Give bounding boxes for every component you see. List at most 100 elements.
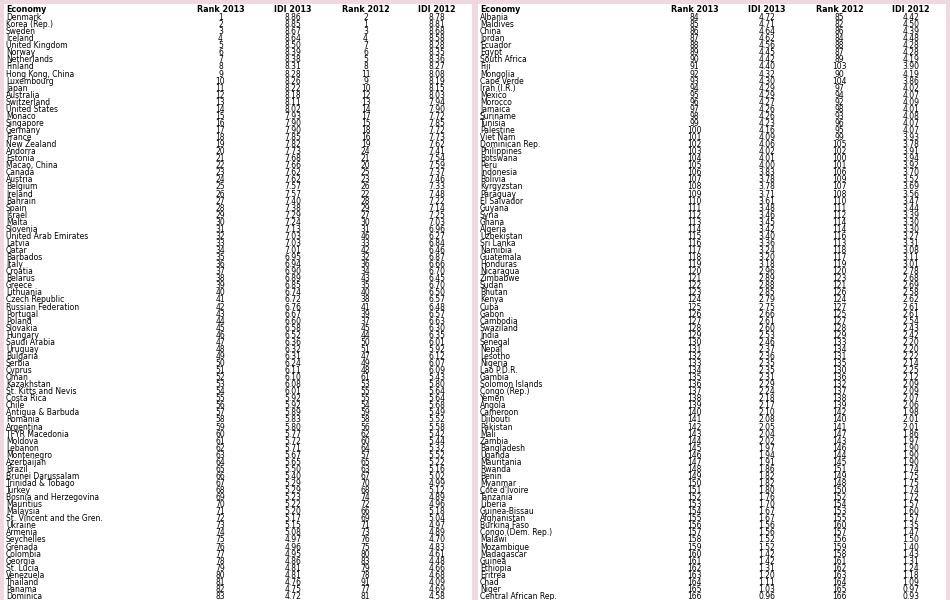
Text: Swaziland: Swaziland (480, 323, 519, 332)
Text: St. Vincent and the Gren.: St. Vincent and the Gren. (6, 514, 103, 523)
Text: 5.65: 5.65 (284, 458, 301, 467)
Text: 2.88: 2.88 (759, 281, 775, 290)
Text: 12: 12 (216, 91, 225, 100)
Text: Bosnia and Herzegovina: Bosnia and Herzegovina (6, 493, 99, 502)
Text: 14: 14 (361, 105, 370, 114)
Text: 37: 37 (361, 317, 370, 326)
Text: 4.81: 4.81 (285, 571, 301, 580)
Text: 24: 24 (216, 175, 225, 184)
Text: Jordan: Jordan (480, 34, 504, 43)
Text: 91: 91 (361, 578, 370, 587)
Text: 3.78: 3.78 (758, 175, 775, 184)
Text: 79: 79 (361, 564, 370, 573)
Text: 19: 19 (361, 140, 370, 149)
Text: 104: 104 (687, 154, 702, 163)
Text: 1.82: 1.82 (759, 479, 775, 488)
Text: 49: 49 (361, 359, 370, 368)
Text: 5.44: 5.44 (428, 437, 446, 446)
Text: 2.01: 2.01 (902, 415, 920, 424)
Text: 2.85: 2.85 (759, 289, 775, 298)
Text: 121: 121 (832, 281, 846, 290)
Text: 5: 5 (218, 41, 223, 50)
Text: 5.12: 5.12 (428, 486, 446, 495)
Text: 116: 116 (687, 239, 702, 248)
Text: Paraguay: Paraguay (480, 190, 516, 199)
Text: 4.97: 4.97 (284, 535, 301, 544)
Text: Bangladesh: Bangladesh (480, 444, 525, 453)
Text: Egypt: Egypt (480, 49, 503, 58)
Text: 96: 96 (835, 119, 845, 128)
Text: 2: 2 (363, 13, 368, 22)
Text: 6.35: 6.35 (428, 331, 446, 340)
Text: 73: 73 (361, 529, 370, 538)
Text: Sudan: Sudan (480, 281, 504, 290)
Text: 4.89: 4.89 (428, 529, 446, 538)
Text: 7.90: 7.90 (284, 119, 301, 128)
Text: 1.90: 1.90 (902, 458, 920, 467)
Text: 120: 120 (832, 267, 846, 276)
Text: China: China (480, 27, 502, 36)
Text: Zambia: Zambia (480, 437, 509, 446)
Text: 2.54: 2.54 (902, 317, 920, 326)
Text: 6.96: 6.96 (428, 225, 446, 234)
Text: 21: 21 (361, 154, 370, 163)
Text: 1.86: 1.86 (759, 465, 775, 474)
Text: 30: 30 (361, 218, 370, 227)
Text: 7.85: 7.85 (285, 133, 301, 142)
Text: 5.18: 5.18 (428, 507, 446, 516)
Text: Albania: Albania (480, 13, 509, 22)
Text: 4.09: 4.09 (902, 98, 920, 107)
Text: India: India (480, 331, 499, 340)
Text: 7.66: 7.66 (284, 161, 301, 170)
Text: 2.22: 2.22 (902, 352, 920, 361)
Text: 52: 52 (216, 373, 225, 382)
Text: Lithuania: Lithuania (6, 289, 42, 298)
Text: Greece: Greece (6, 281, 33, 290)
Text: 68: 68 (361, 486, 370, 495)
Text: Czech Republic: Czech Republic (6, 295, 65, 304)
Text: Panama: Panama (6, 585, 37, 594)
Text: 5.22: 5.22 (428, 458, 446, 467)
Text: 152: 152 (687, 493, 702, 502)
Text: 5.16: 5.16 (428, 465, 446, 474)
Text: 44: 44 (361, 331, 370, 340)
Text: 2.43: 2.43 (902, 323, 920, 332)
Text: 159: 159 (832, 542, 846, 551)
Text: 2.35: 2.35 (758, 366, 775, 375)
Text: 158: 158 (687, 535, 702, 544)
Text: Rank 2013: Rank 2013 (197, 4, 244, 13)
Text: 7.14: 7.14 (428, 203, 446, 212)
Text: 89: 89 (690, 49, 699, 58)
Text: 6.10: 6.10 (285, 373, 301, 382)
Text: 46: 46 (361, 232, 370, 241)
Text: 103: 103 (832, 62, 846, 71)
Text: 42: 42 (361, 246, 370, 255)
Text: 156: 156 (832, 535, 846, 544)
Text: 3.86: 3.86 (902, 77, 920, 86)
Text: 6.46: 6.46 (428, 246, 446, 255)
Text: 3: 3 (363, 27, 368, 36)
Text: Botswana: Botswana (480, 154, 518, 163)
Bar (478, 4, 946, 14)
Text: 6.94: 6.94 (284, 260, 301, 269)
Text: 3.39: 3.39 (902, 211, 920, 220)
Text: Rank 2013: Rank 2013 (671, 4, 718, 13)
Text: 92: 92 (690, 70, 699, 79)
Text: 4.30: 4.30 (758, 77, 775, 86)
Text: 35: 35 (361, 281, 370, 290)
Text: 75: 75 (361, 542, 370, 551)
Text: 1.82: 1.82 (759, 472, 775, 481)
Text: 127: 127 (687, 317, 702, 326)
Text: Sweden: Sweden (6, 27, 36, 36)
Text: 3.36: 3.36 (758, 239, 775, 248)
Text: 39: 39 (216, 281, 225, 290)
Text: 166: 166 (832, 592, 846, 600)
Text: 6.12: 6.12 (428, 352, 446, 361)
Text: 61: 61 (361, 373, 370, 382)
Text: 66: 66 (361, 507, 370, 516)
Text: 5.32: 5.32 (428, 444, 446, 453)
Text: Afghanistan: Afghanistan (480, 514, 526, 523)
Text: 6.07: 6.07 (428, 359, 446, 368)
Text: 2.20: 2.20 (902, 345, 920, 354)
Text: Germany: Germany (6, 126, 41, 135)
